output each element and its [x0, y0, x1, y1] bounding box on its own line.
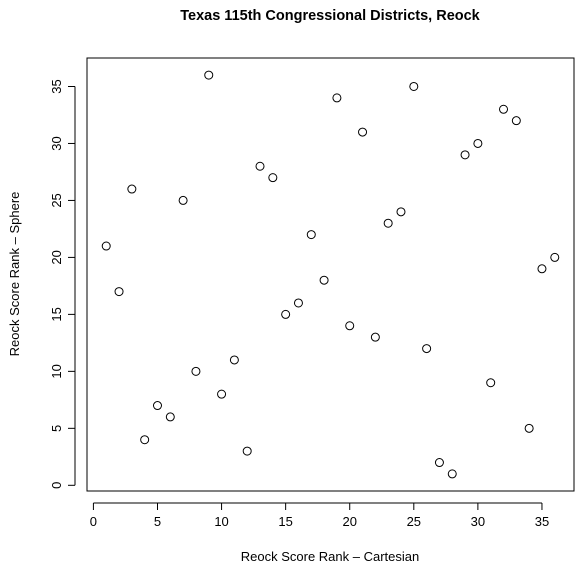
data-point	[255, 161, 265, 171]
data-points	[101, 70, 560, 479]
data-point	[306, 230, 316, 240]
data-point	[140, 435, 150, 445]
y-tick-label: 5	[49, 425, 64, 432]
data-point	[114, 287, 124, 297]
data-point	[345, 321, 355, 331]
data-point	[422, 344, 432, 354]
data-point	[242, 446, 252, 456]
data-point	[293, 298, 303, 308]
data-point	[127, 184, 137, 194]
data-point	[434, 458, 444, 468]
x-tick-label: 15	[278, 514, 292, 529]
plot-area	[86, 57, 575, 492]
y-tick-label: 35	[49, 79, 64, 93]
x-tick-label: 20	[342, 514, 356, 529]
x-axis: 0 5 10 15 20 25 30 35	[90, 502, 549, 529]
data-point	[191, 366, 201, 376]
y-tick-label: 0	[49, 482, 64, 489]
x-tick-label: 25	[407, 514, 421, 529]
data-point	[101, 241, 111, 251]
x-tick-label: 10	[214, 514, 228, 529]
data-point	[447, 469, 457, 479]
y-tick-label: 25	[49, 193, 64, 207]
data-point	[383, 218, 393, 228]
data-point	[178, 195, 188, 205]
data-point	[524, 423, 534, 433]
data-point	[511, 116, 521, 126]
x-tick-label: 35	[535, 514, 549, 529]
data-point	[473, 138, 483, 148]
y-tick-label: 20	[49, 250, 64, 264]
data-point	[319, 275, 329, 285]
x-tick-label: 30	[471, 514, 485, 529]
y-axis-label: Reock Score Rank – Sphere	[7, 192, 22, 357]
data-point	[460, 150, 470, 160]
data-point	[396, 207, 406, 217]
data-point	[550, 252, 560, 262]
data-point	[409, 81, 419, 91]
data-point	[370, 332, 380, 342]
y-tick-label: 30	[49, 136, 64, 150]
chart-title: Texas 115th Congressional Districts, Reo…	[180, 8, 480, 24]
x-tick-label: 0	[90, 514, 97, 529]
data-point	[281, 309, 291, 319]
data-point	[499, 104, 509, 114]
data-point	[165, 412, 175, 422]
y-axis: 0 5 10 15 20 25 30 35	[49, 79, 76, 489]
data-point	[229, 355, 239, 365]
data-point	[486, 378, 496, 388]
y-tick-label: 15	[49, 307, 64, 321]
data-point	[332, 93, 342, 103]
data-point	[204, 70, 214, 80]
data-point	[152, 401, 162, 411]
data-point	[268, 173, 278, 183]
data-point	[217, 389, 227, 399]
x-tick-label: 5	[154, 514, 161, 529]
y-tick-label: 10	[49, 364, 64, 378]
x-axis-label: Reock Score Rank – Cartesian	[241, 549, 419, 564]
data-point	[358, 127, 368, 137]
data-point	[537, 264, 547, 274]
